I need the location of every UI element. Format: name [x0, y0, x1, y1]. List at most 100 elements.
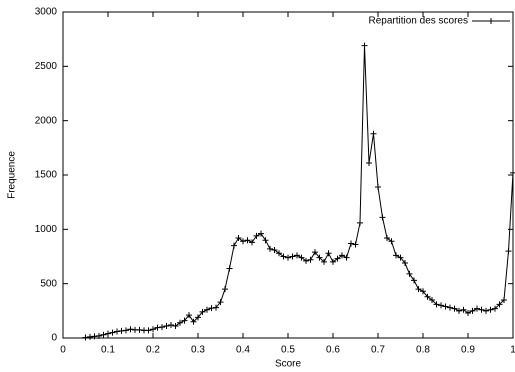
point-marker [127, 326, 134, 333]
point-marker [249, 239, 255, 246]
x-tick-label: 0.4 [236, 345, 250, 356]
point-marker [118, 327, 125, 334]
point-marker [267, 245, 273, 252]
point-marker [150, 326, 156, 333]
point-marker [348, 240, 354, 247]
point-marker [474, 305, 480, 312]
point-marker [87, 333, 93, 340]
point-marker [343, 254, 350, 261]
point-marker [199, 308, 206, 315]
y-tick-label: 2000 [35, 115, 58, 126]
x-tick-label: 0 [60, 345, 66, 356]
point-marker [244, 237, 251, 244]
point-marker [276, 250, 282, 257]
legend-marker [488, 18, 494, 24]
point-marker [478, 306, 485, 313]
point-marker [307, 256, 314, 263]
point-marker [145, 327, 152, 334]
point-marker [123, 327, 129, 334]
point-marker [96, 332, 102, 339]
point-marker [109, 329, 116, 336]
x-axis-label: Score [275, 359, 302, 370]
point-marker [352, 241, 359, 248]
point-marker [190, 318, 197, 325]
point-marker [222, 286, 228, 293]
x-tick-label: 0.1 [101, 345, 115, 356]
point-marker [469, 307, 476, 314]
point-marker [393, 252, 399, 259]
point-marker [303, 257, 309, 264]
point-marker [285, 254, 291, 261]
point-marker [415, 286, 422, 293]
point-marker [91, 333, 98, 340]
legend-label: Repartition des scores [369, 16, 469, 27]
point-marker [334, 255, 341, 262]
point-marker [195, 314, 201, 321]
point-marker [105, 330, 111, 337]
point-marker [316, 254, 323, 261]
point-marker [379, 214, 386, 221]
point-marker [253, 232, 260, 239]
x-tick-label: 0.6 [326, 345, 340, 356]
point-marker [339, 252, 345, 259]
point-marker [294, 252, 300, 259]
point-marker [375, 183, 381, 190]
point-marker [172, 323, 179, 330]
y-tick-label: 3000 [35, 7, 58, 18]
point-marker [213, 304, 219, 311]
point-marker [442, 303, 449, 310]
x-tick-label: 0.2 [146, 345, 160, 356]
point-marker [429, 296, 435, 303]
point-marker [217, 299, 224, 306]
point-marker [510, 169, 515, 176]
point-marker [505, 248, 512, 255]
point-marker [406, 270, 413, 277]
y-tick-label: 2500 [35, 61, 58, 72]
point-marker [456, 307, 462, 314]
point-marker [154, 324, 161, 331]
point-marker [411, 277, 417, 284]
point-marker [357, 219, 363, 226]
point-marker [447, 304, 453, 311]
point-marker [361, 42, 368, 49]
point-marker [312, 249, 318, 256]
point-marker [163, 323, 170, 330]
point-marker [168, 321, 174, 328]
point-marker [136, 326, 143, 333]
point-marker [397, 254, 404, 261]
point-marker [465, 310, 471, 317]
plot-frame [62, 11, 514, 339]
point-marker [384, 235, 390, 242]
point-marker [483, 307, 489, 314]
point-marker [321, 258, 327, 265]
y-tick-label: 1500 [35, 170, 58, 181]
point-marker [177, 319, 183, 326]
x-tick-label: 0.8 [416, 345, 430, 356]
point-marker [370, 130, 377, 137]
point-marker [159, 324, 165, 331]
point-marker [487, 306, 494, 313]
point-marker [271, 246, 278, 253]
x-tick-label: 0.9 [461, 345, 475, 356]
y-axis-label: Frequence [7, 151, 18, 199]
point-marker [100, 331, 107, 338]
x-tick-label: 0.7 [371, 345, 385, 356]
point-marker [289, 253, 296, 260]
point-marker [208, 305, 215, 312]
point-marker [186, 312, 192, 319]
point-marker [424, 293, 431, 300]
point-marker [420, 288, 426, 295]
y-tick-label: 1000 [35, 224, 58, 235]
point-marker [235, 235, 242, 242]
point-marker [258, 230, 264, 237]
point-marker [240, 238, 246, 245]
point-marker [82, 334, 89, 341]
point-marker [438, 302, 444, 309]
point-marker [226, 265, 233, 272]
point-marker [388, 238, 395, 245]
point-marker [433, 301, 440, 308]
x-tick-label: 0.5 [281, 345, 295, 356]
y-tick-label: 500 [40, 278, 57, 289]
point-marker [262, 237, 269, 244]
